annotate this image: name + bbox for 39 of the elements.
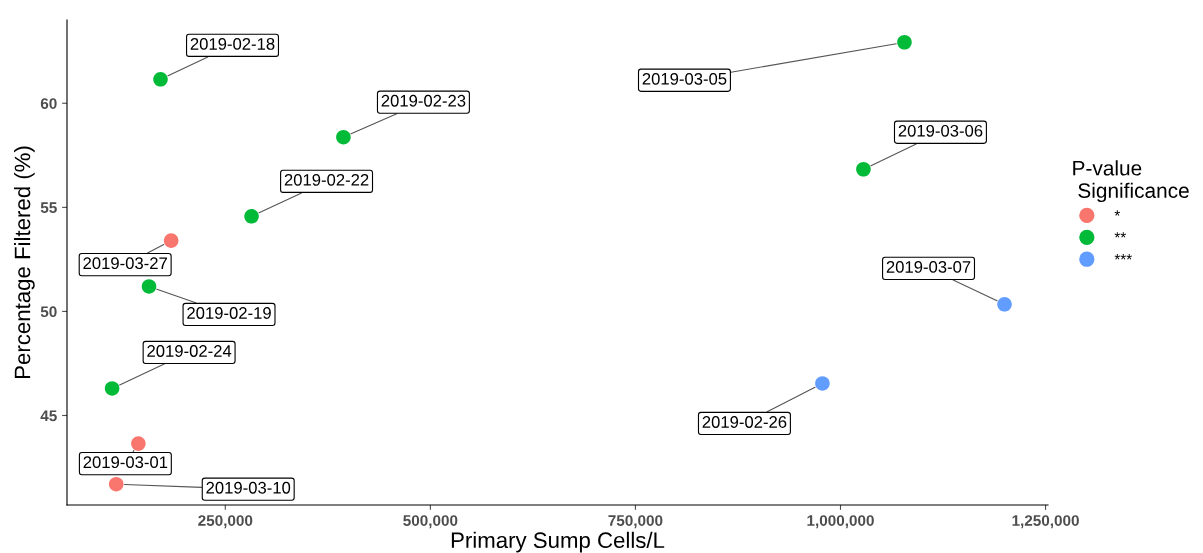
legend-label: ***	[1114, 254, 1132, 260]
point	[104, 381, 120, 396]
annotation: 2019-02-18	[190, 38, 275, 50]
annotation: 2019-02-22	[284, 173, 369, 186]
annotation: 2019-02-19	[187, 307, 271, 319]
legend-title: P-value Significance	[1073, 160, 1189, 203]
annotation: 2019-02-23	[381, 94, 466, 107]
annotation: 2019-03-05	[642, 72, 727, 85]
point	[856, 161, 871, 177]
x-tick-label: 500,000	[403, 515, 458, 529]
legend-label: *	[1114, 210, 1121, 216]
y-tick-label: 50	[40, 306, 57, 318]
point	[336, 129, 351, 145]
point	[141, 279, 157, 294]
y-tick-label: 55	[40, 202, 57, 214]
annotation: 2019-03-10	[206, 481, 291, 494]
point	[244, 209, 259, 224]
point	[153, 72, 168, 87]
point	[897, 34, 912, 50]
y-tick-label: 45	[40, 410, 57, 422]
point	[997, 297, 1012, 312]
annotation: 2019-03-07	[886, 261, 971, 273]
x-tick-label: 750,000	[608, 515, 663, 529]
point	[163, 233, 179, 248]
legend-label: **	[1114, 232, 1126, 238]
x-tick-label: 250,000	[198, 515, 253, 529]
point	[815, 376, 830, 391]
annotation: 2019-03-06	[898, 124, 983, 137]
y-axis-title: Percentage Filtered (%)	[14, 146, 35, 378]
x-tick-label: 1,250,000	[1012, 515, 1079, 529]
x-tick-label: 1,000,000	[807, 515, 874, 529]
annotation: 2019-02-26	[702, 416, 787, 428]
point	[131, 436, 146, 451]
annotation: 2019-02-24	[147, 345, 232, 357]
point	[108, 476, 124, 492]
x-axis-title: Primary Sump Cells/L	[451, 531, 665, 553]
annotation: 2019-03-27	[83, 257, 167, 270]
annotation: 2019-03-01	[83, 456, 168, 469]
y-tick-label: 60	[40, 98, 57, 109]
